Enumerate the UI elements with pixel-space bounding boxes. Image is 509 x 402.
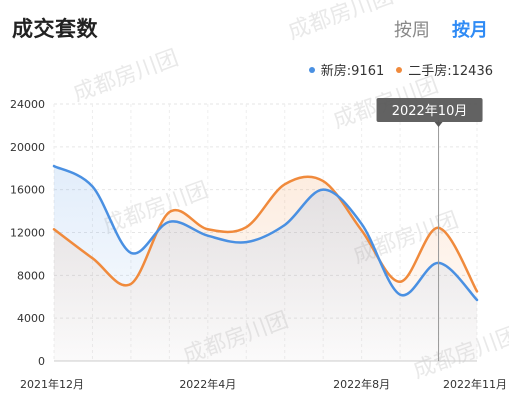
tooltip-label: 2022年10月: [392, 104, 468, 119]
tooltip-box: [376, 98, 483, 122]
y-tick-label: 16000: [10, 184, 45, 197]
legend-label-new-house: 新房:9161: [320, 64, 385, 79]
line-series-second-hand: [52, 175, 479, 293]
legend-dot-second-hand: [396, 66, 403, 73]
tooltip-pointer: [434, 122, 443, 127]
line-series-new-house: [52, 164, 479, 302]
legend-label-second-hand: 二手房:12436: [408, 64, 493, 79]
tab-by-week[interactable]: 按周: [394, 20, 430, 41]
y-tick-label: 4000: [17, 312, 45, 325]
y-tick-label: 20000: [10, 141, 45, 154]
chart-legend: 新房:9161 二手房:12436: [297, 60, 493, 79]
legend-item-second-hand[interactable]: 二手房:12436: [396, 60, 493, 79]
y-tick-label: 12000: [10, 227, 45, 240]
page-title: 成交套数: [12, 17, 98, 41]
x-tick-label: 2022年8月: [333, 377, 390, 391]
x-tick-label: 2021年12月: [20, 377, 84, 391]
y-tick-label: 0: [38, 355, 45, 368]
x-tick-label: 2022年11月: [443, 377, 507, 391]
x-tick-label: 2022年4月: [179, 377, 236, 391]
legend-item-new-house[interactable]: 新房:9161: [308, 60, 385, 79]
y-tick-label: 8000: [17, 269, 45, 282]
y-tick-label: 24000: [10, 98, 45, 111]
area-new-house: [54, 166, 477, 361]
legend-dot-new-house: [308, 66, 315, 73]
tab-by-month[interactable]: 按月: [452, 20, 488, 41]
